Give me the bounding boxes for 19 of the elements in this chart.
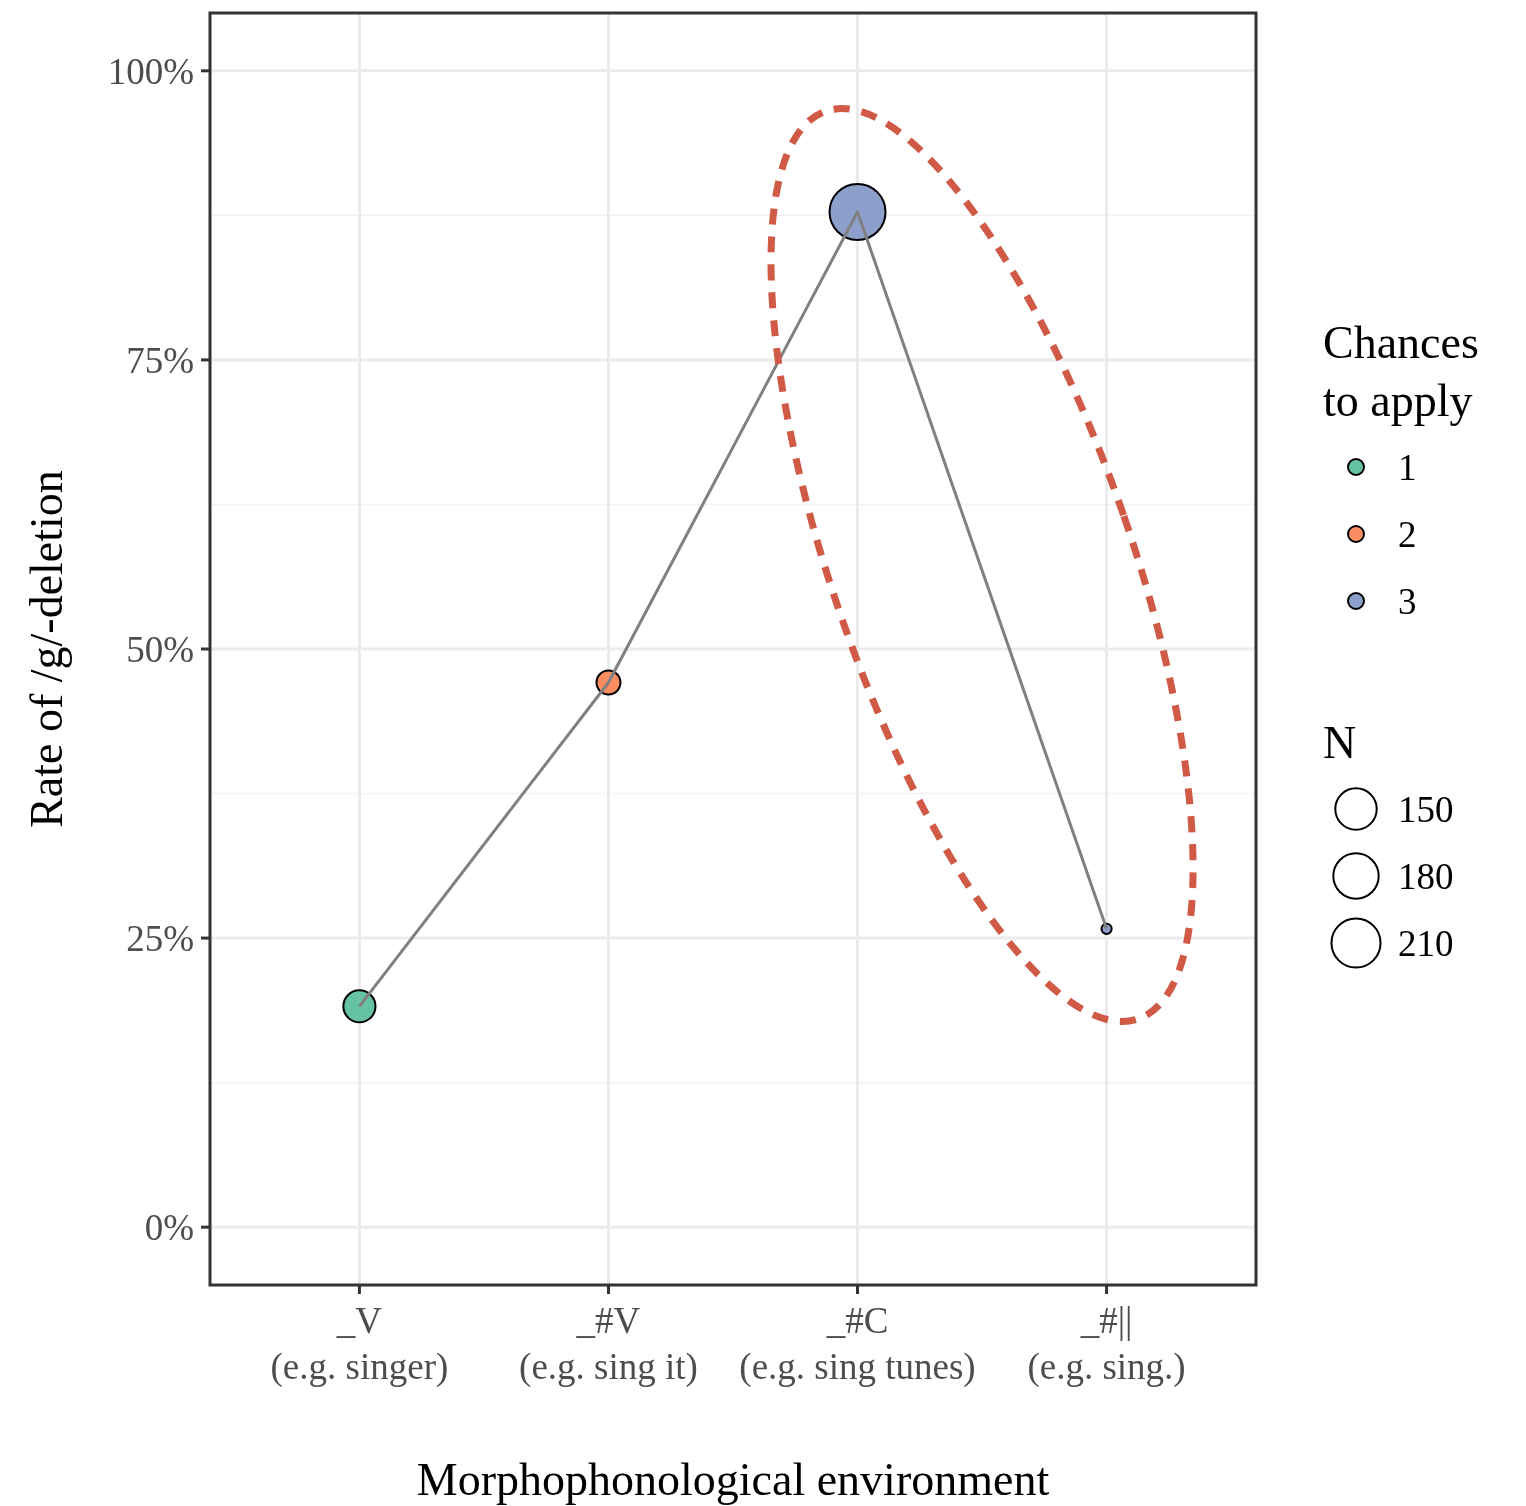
x-tick-label: _#C (e.g. sing tunes) [739, 1300, 976, 1388]
legend-label: 150 [1398, 788, 1454, 830]
y-tick-label: 100% [107, 50, 194, 92]
legend-title: Chances to apply [1323, 317, 1479, 426]
text: N [1323, 717, 1357, 768]
y-tick-label: 25% [126, 918, 194, 960]
legend-label: 3 [1398, 580, 1417, 622]
y-tick-label: 75% [126, 339, 194, 381]
x-tick-label: _#V (e.g. sing it) [519, 1300, 698, 1388]
legend-label: 2 [1398, 513, 1417, 555]
y-tick-label: 50% [126, 628, 194, 670]
legend-label: 210 [1398, 922, 1454, 964]
x-tick-label: _#|| (e.g. sing.) [1027, 1300, 1186, 1388]
y-axis-title: Rate of /g/-deletion [21, 470, 72, 828]
x-axis-title: Morphophonological environment [416, 1454, 1050, 1505]
x-tick-label: _V (e.g. singer) [270, 1300, 449, 1388]
legend-label: 180 [1398, 855, 1454, 897]
legend-label: 1 [1398, 446, 1417, 488]
y-tick-label: 0% [144, 1207, 194, 1249]
